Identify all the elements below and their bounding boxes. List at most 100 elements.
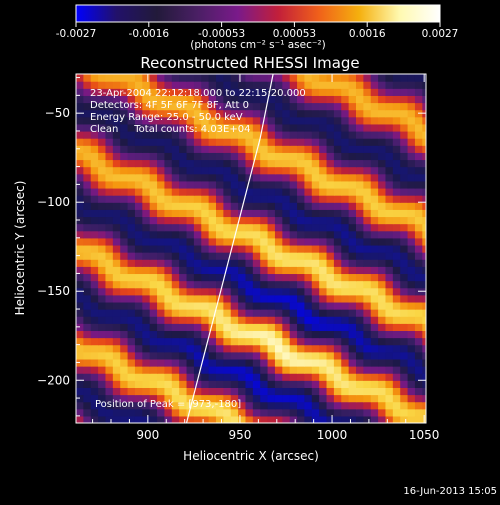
heatmap-cell (76, 344, 84, 353)
heatmap-cell (319, 415, 328, 423)
heatmap-cell (142, 273, 151, 282)
heatmap-cell (157, 309, 166, 317)
heatmap-cell (179, 394, 188, 403)
heatmap-cell (120, 202, 129, 210)
heatmap-cell (230, 287, 239, 296)
heatmap-cell (297, 358, 306, 367)
heatmap-cell (378, 187, 387, 196)
heatmap-cell (238, 273, 247, 282)
heatmap-cell (378, 202, 387, 210)
heatmap-cell (83, 358, 92, 367)
heatmap-cell (267, 244, 276, 253)
heatmap-cell (149, 415, 158, 423)
heatmap-cell (414, 330, 423, 339)
heatmap-cell (392, 102, 401, 111)
heatmap-cell (186, 316, 195, 324)
heatmap-cell (193, 287, 202, 296)
heatmap-cell (333, 387, 342, 396)
colorbar-tick-label: -0.0027 (56, 28, 97, 40)
heatmap-cell (252, 180, 261, 189)
heatmap-cell (105, 252, 114, 260)
heatmap-cell (267, 380, 276, 388)
heatmap-cell (76, 366, 84, 374)
heatmap-cell (252, 294, 261, 303)
heatmap-cell (112, 259, 121, 267)
heatmap-cell (90, 401, 99, 410)
heatmap-cell (157, 316, 166, 324)
heatmap-cell (378, 401, 387, 410)
heatmap-cell (245, 380, 254, 388)
heatmap-cell (348, 116, 357, 125)
heatmap-cell (333, 195, 342, 203)
heatmap-cell (304, 109, 313, 118)
y-tick-label: −200 (37, 373, 70, 387)
heatmap-cell (326, 387, 335, 396)
heatmap-cell (90, 344, 99, 353)
heatmap-cell (238, 294, 247, 303)
heatmap-cell (98, 373, 107, 381)
heatmap-cell (348, 280, 357, 289)
heatmap-cell (274, 88, 283, 96)
heatmap-cell (348, 216, 357, 225)
heatmap-cell (304, 81, 313, 89)
heatmap-cell (127, 95, 136, 104)
heatmap-cell (134, 244, 143, 253)
heatmap-cell (105, 202, 114, 210)
heatmap-cell (179, 187, 188, 196)
heatmap-cell (252, 159, 261, 168)
heatmap-cell (105, 244, 114, 253)
heatmap-cell (105, 394, 114, 403)
heatmap-cell (164, 244, 173, 253)
heatmap-cell (208, 380, 217, 388)
heatmap-cell (407, 230, 416, 239)
heatmap-cell (105, 166, 114, 175)
heatmap-cell (230, 337, 239, 346)
heatmap-cell (245, 202, 254, 210)
heatmap-cell (127, 180, 136, 189)
heatmap-cell (112, 323, 121, 332)
heatmap-cell (356, 259, 364, 267)
heatmap-cell (414, 358, 423, 367)
heatmap-cell (422, 123, 426, 132)
heatmap-cell (216, 187, 224, 196)
heatmap-cell (341, 230, 350, 239)
heatmap-cell (201, 287, 210, 296)
heatmap-cell (260, 74, 269, 82)
heatmap-cell (98, 366, 107, 374)
heatmap-cell (171, 337, 180, 346)
heatmap-cell (326, 145, 335, 153)
heatmap-cell (319, 237, 328, 246)
heatmap-cell (186, 408, 195, 417)
heatmap-cell (83, 337, 92, 346)
heatmap-cell (201, 180, 210, 189)
heatmap-cell (326, 323, 335, 332)
heatmap-cell (105, 301, 114, 310)
heatmap-cell (142, 366, 151, 374)
heatmap-cell (98, 152, 107, 161)
heatmap-cell (297, 301, 306, 310)
heatmap-cell (193, 81, 202, 89)
heatmap-cell (208, 180, 217, 189)
heatmap-cell (311, 294, 320, 303)
heatmap-cell (216, 173, 224, 182)
heatmap-cell (112, 216, 121, 225)
heatmap-cell (120, 401, 129, 410)
heatmap-cell (282, 152, 291, 161)
heatmap-cell (105, 159, 114, 168)
heatmap-cell (348, 337, 357, 346)
heatmap-cell (83, 74, 92, 82)
heatmap-cell (120, 316, 129, 324)
heatmap-cell (76, 81, 84, 89)
heatmap-cell (201, 330, 210, 339)
heatmap-cell (400, 273, 409, 282)
heatmap-cell (267, 145, 276, 153)
annotation-energy-range: Energy Range: 25.0 - 50.0 keV (90, 112, 243, 123)
heatmap-cell (90, 280, 99, 289)
heatmap-cell (311, 81, 320, 89)
heatmap-cell (142, 95, 151, 104)
heatmap-cell (267, 102, 276, 111)
heatmap-cell (149, 351, 158, 360)
heatmap-cell (216, 408, 224, 417)
heatmap-cell (157, 159, 166, 168)
heatmap-cell (422, 130, 426, 139)
